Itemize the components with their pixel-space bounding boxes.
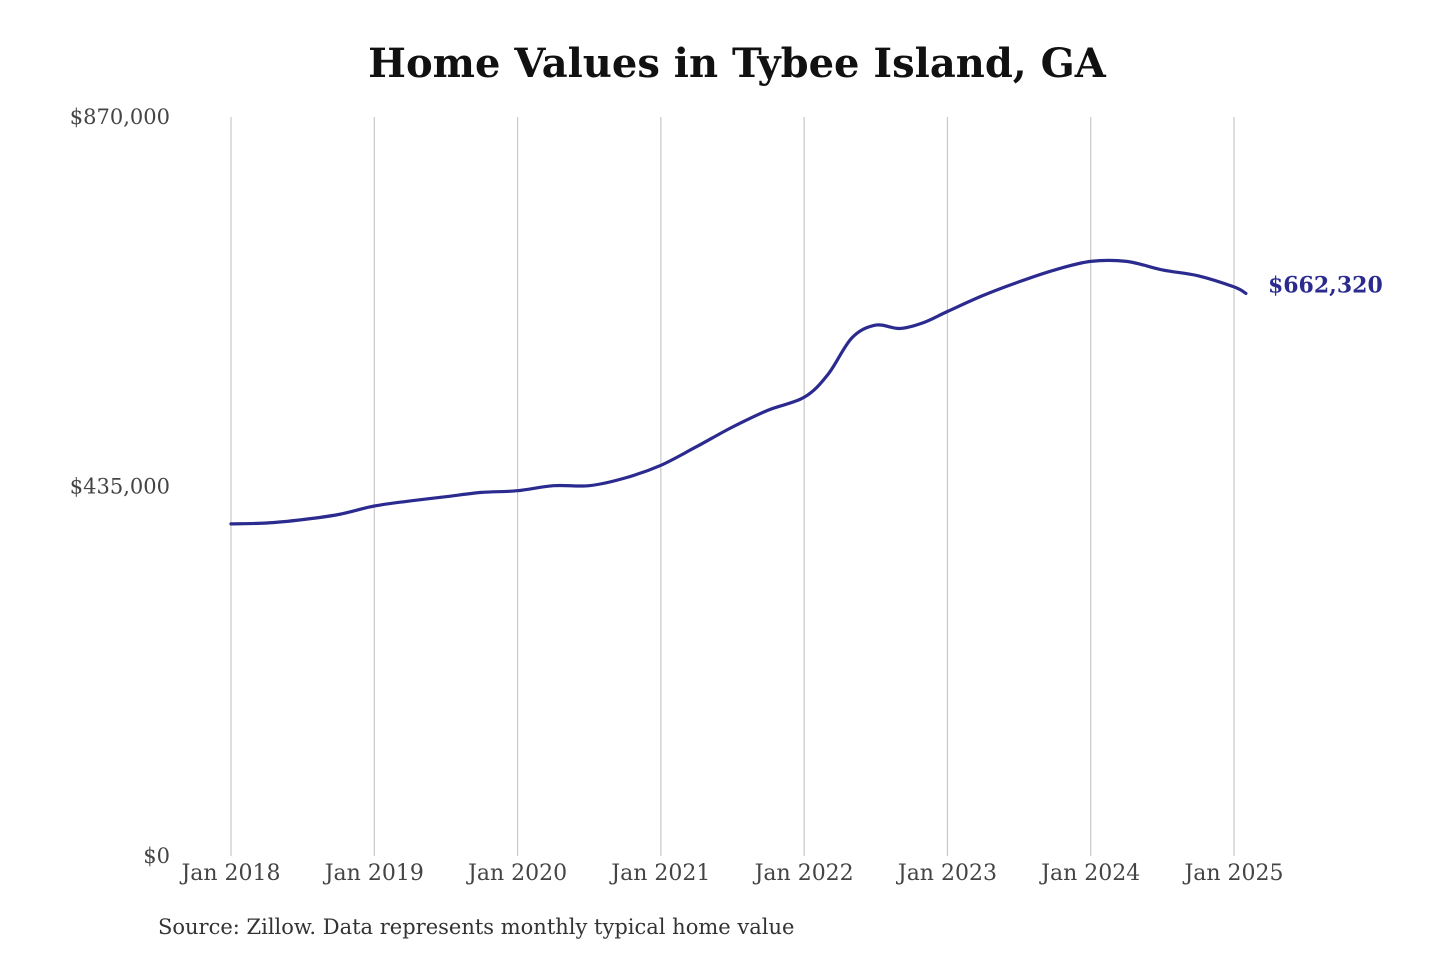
x-tick-label: Jan 2020 xyxy=(466,861,567,886)
x-tick-label: Jan 2025 xyxy=(1182,861,1283,886)
y-tick-label: $435,000 xyxy=(70,475,170,499)
x-tick-label: Jan 2023 xyxy=(896,861,997,886)
x-tick-label: Jan 2021 xyxy=(609,861,710,886)
x-tick-label: Jan 2024 xyxy=(1039,861,1140,886)
x-tick-label: Jan 2022 xyxy=(753,861,854,886)
chart-title: Home Values in Tybee Island, GA xyxy=(368,40,1106,87)
source-note: Source: Zillow. Data represents monthly … xyxy=(158,915,795,939)
gridlines xyxy=(230,117,1235,856)
x-axis-ticks: Jan 2018 Jan 2019 Jan 2020 Jan 2021 Jan 2022… xyxy=(179,861,1283,886)
end-value-label: $662,320 xyxy=(1268,272,1383,298)
y-tick-label: $870,000 xyxy=(70,105,170,129)
y-axis-ticks: $0 $435,000 $870,000 xyxy=(70,105,170,868)
x-tick-label: Jan 2019 xyxy=(323,861,424,886)
y-tick-label: $0 xyxy=(143,844,170,868)
home-value-line xyxy=(229,258,1248,526)
x-tick-label: Jan 2018 xyxy=(179,861,280,886)
